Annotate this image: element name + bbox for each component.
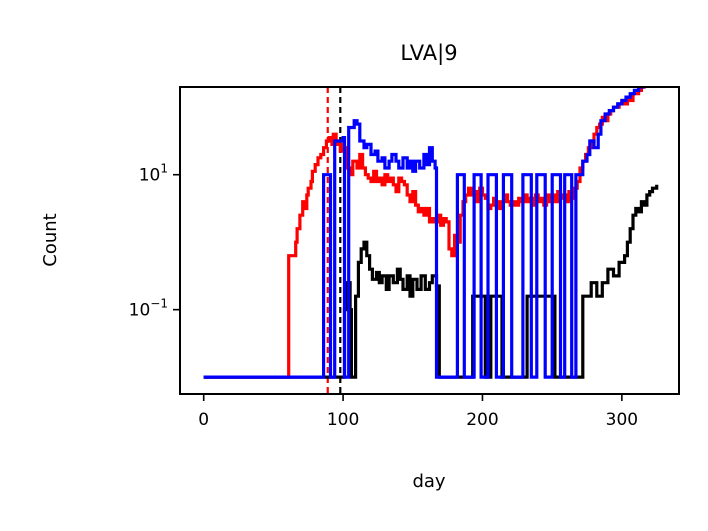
x-tick-label: 300 — [606, 410, 638, 430]
y-tick-label: 101 — [139, 162, 168, 186]
x-axis-title: day — [412, 471, 445, 492]
x-tick-label: 0 — [198, 410, 209, 430]
plot-frame — [179, 86, 680, 395]
chart-title: LVA|9 — [400, 41, 457, 66]
y-axis-title: Count — [40, 213, 61, 266]
x-tick-label: 200 — [466, 410, 498, 430]
x-tick-label: 100 — [327, 410, 359, 430]
y-tick-label: 10−1 — [129, 297, 168, 321]
series-line-2 — [203, 87, 645, 379]
series-line-0 — [203, 87, 646, 379]
